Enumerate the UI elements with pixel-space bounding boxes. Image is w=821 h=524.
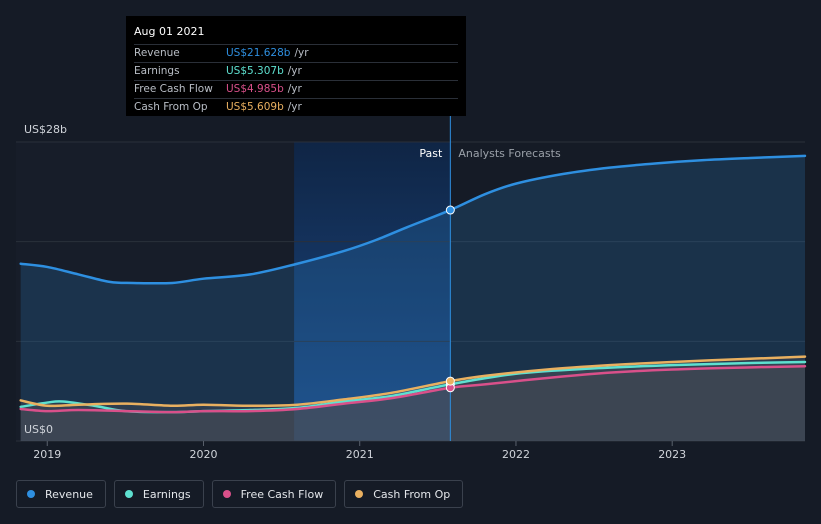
x-axis-ticks: 2019 2020 2021 2022 2023 (33, 441, 686, 461)
y-axis-top-label: US$28b (24, 123, 67, 136)
legend-item-earnings[interactable]: Earnings (113, 480, 204, 508)
legend-label: Revenue (45, 487, 93, 501)
legend-item-free-cash-flow[interactable]: Free Cash Flow (211, 480, 337, 508)
line-revenue (19, 154, 807, 285)
tooltip-row-cash-from-op: Cash From Op US$5.609b /yr (134, 98, 458, 116)
tooltip-unit: /yr (287, 101, 302, 113)
x-tick-label: 2022 (502, 448, 530, 461)
hover-markers (445, 205, 455, 393)
tooltip-unit: /yr (287, 83, 302, 95)
area-free-cash-flow (20, 366, 805, 441)
legend-dot-icon (27, 490, 35, 498)
legend-dot-icon (355, 490, 364, 498)
hover-tooltip: Aug 01 2021 Revenue US$21.628b /yr Earni… (126, 16, 466, 116)
marker-cash-from-op (445, 376, 455, 386)
tooltip-unit: /yr (287, 65, 302, 77)
tooltip-row-free-cash-flow: Free Cash Flow US$4.985b /yr (134, 80, 458, 98)
area-earnings (20, 361, 805, 441)
tooltip-value: US$5.609b (226, 101, 284, 113)
past-label: Past (419, 147, 443, 160)
legend-dot-icon (124, 490, 133, 498)
x-tick-label: 2019 (33, 448, 61, 461)
series-areas (20, 155, 805, 441)
legend-label: Earnings (142, 487, 191, 501)
tooltip-label: Free Cash Flow (134, 83, 213, 95)
tooltip-row-earnings: Earnings US$5.307b /yr (134, 62, 458, 80)
tooltip-date: Aug 01 2021 (134, 25, 205, 38)
legend-label: Free Cash Flow (240, 487, 324, 501)
x-tick-label: 2021 (346, 448, 374, 461)
marker-revenue (445, 205, 455, 215)
legend-dot-icon (222, 490, 231, 498)
series-lines (19, 154, 807, 414)
x-tick-label: 2020 (189, 448, 217, 461)
tooltip-unit: /yr (294, 47, 309, 59)
area-cash-from-op (20, 356, 805, 441)
tooltip-row-revenue: Revenue US$21.628b /yr (134, 44, 458, 62)
y-axis-bottom-label: US$0 (24, 423, 53, 436)
tooltip-value: US$5.307b (226, 65, 284, 77)
legend: Revenue Earnings Free Cash Flow Cash Fro… (16, 480, 464, 508)
tooltip-label: Earnings (134, 65, 180, 77)
x-tick-label: 2023 (658, 448, 686, 461)
tooltip-label: Cash From Op (134, 101, 208, 113)
legend-item-revenue[interactable]: Revenue (16, 480, 106, 508)
legend-item-cash-from-op[interactable]: Cash From Op (344, 480, 464, 508)
gridlines (16, 141, 805, 442)
tooltip-label: Revenue (134, 47, 180, 59)
tooltip-value: US$21.628b (226, 47, 291, 59)
forecast-label: Analysts Forecasts (458, 147, 561, 160)
line-free-cash-flow (19, 365, 807, 414)
line-cash-from-op (19, 355, 807, 408)
legend-label: Cash From Op (373, 487, 451, 501)
area-revenue (20, 155, 805, 441)
tooltip-value: US$4.985b (226, 83, 284, 95)
